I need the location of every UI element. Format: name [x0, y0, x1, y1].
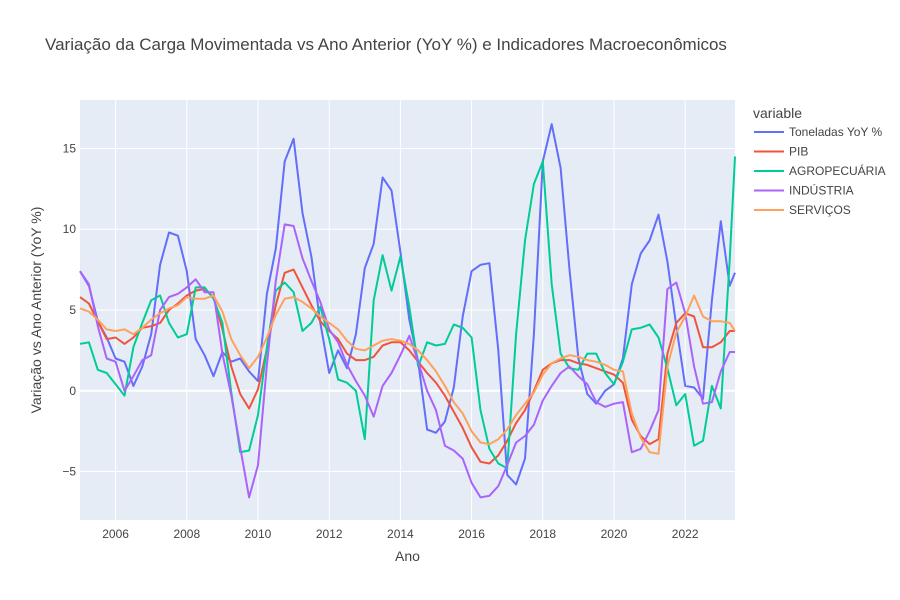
y-axis-ticks: −5 0 5 10 15 — [62, 141, 76, 478]
legend: variable Toneladas YoY % PIB AGROPECUÁRIA I… — [753, 105, 886, 217]
y-tick-label: 10 — [63, 222, 77, 236]
y-tick-label: −5 — [62, 465, 76, 479]
series-line-agropecuaria — [79, 156, 736, 470]
x-tick-label: 2018 — [529, 527, 556, 541]
x-axis-ticks: 2006 2008 2010 2012 2014 2016 2018 2020 2022 — [102, 527, 699, 541]
x-axis-title: Ano — [395, 548, 420, 564]
x-tick-label: 2012 — [316, 527, 343, 541]
x-tick-label: 2020 — [601, 527, 628, 541]
series-lines — [79, 123, 736, 499]
chart-title: Variação da Carga Movimentada vs Ano Ant… — [45, 35, 727, 54]
legend-label-industria[interactable]: INDÚSTRIA — [789, 183, 854, 198]
legend-label-toneladas-yoy[interactable]: Toneladas YoY % — [789, 125, 883, 139]
series-line-pib — [79, 268, 735, 465]
y-tick-label: 15 — [63, 141, 77, 155]
series-line-servicos — [79, 294, 736, 455]
legend-label-pib[interactable]: PIB — [789, 145, 808, 159]
series-line-industria — [79, 223, 735, 499]
x-tick-label: 2016 — [458, 527, 485, 541]
legend-title: variable — [753, 105, 802, 121]
y-tick-label: 5 — [69, 303, 76, 317]
y-tick-label: 0 — [69, 384, 76, 398]
x-tick-label: 2008 — [173, 527, 200, 541]
x-tick-label: 2022 — [672, 527, 699, 541]
y-axis-title: Variação vs Ano Anterior (YoY %) — [28, 207, 44, 414]
x-tick-label: 2006 — [102, 527, 129, 541]
legend-label-servicos[interactable]: SERVIÇOS — [789, 203, 851, 217]
x-tick-label: 2014 — [387, 527, 414, 541]
legend-label-agropecuaria[interactable]: AGROPECUÁRIA — [789, 163, 886, 178]
x-tick-label: 2010 — [245, 527, 272, 541]
